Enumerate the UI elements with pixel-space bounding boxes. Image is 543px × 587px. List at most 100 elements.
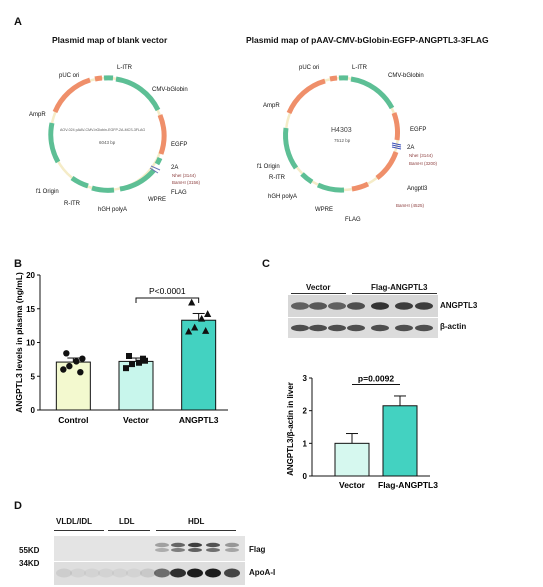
blot-d-flag-band [206, 548, 220, 552]
blot-d-flag-band [225, 542, 239, 548]
fraction-vldl-label: VLDL/IDL [56, 517, 92, 526]
left-label-hgh: hGH polyA [98, 207, 128, 213]
blot-d-apoa-band [224, 568, 240, 578]
blot-c-actin-band [291, 324, 309, 332]
left-label-egfp: EGFP [171, 142, 188, 148]
b-point [140, 355, 146, 362]
b-point [63, 350, 70, 357]
right-label-nhe: NheI (3144) [409, 153, 433, 158]
b-x-tick-label: Control [58, 415, 88, 425]
right-label-cmv: CMV-bGlobin [388, 73, 424, 79]
blot-c-label-actin: β-actin [440, 322, 467, 331]
right-label-angptl3: Angptl3 [407, 186, 428, 192]
left-label-cmv: CMV-bGlobin [152, 87, 188, 93]
c-x-tick-label: Vector [339, 480, 366, 490]
blot-c-angptl3-band [371, 302, 389, 310]
left-center-size: 6043 bp [99, 140, 116, 145]
right-center-name: H4303 [331, 127, 352, 134]
b-y-tick-label: 15 [26, 305, 35, 314]
left-label-flag: FLAG [171, 190, 187, 196]
blot-d-flag-band [171, 542, 185, 548]
b-significance-bracket [135, 297, 200, 303]
b-point [202, 327, 210, 334]
blot-d-apoa-band [70, 568, 86, 578]
c-x-tick-label: Flag-ANGPTL3 [378, 480, 438, 490]
blot-c-group-vector: Vector [306, 283, 331, 292]
blot-c-angptl3-band [415, 302, 433, 310]
fraction-hdl-label: HDL [188, 517, 205, 526]
blot-d-apoa-band [98, 568, 114, 578]
b-point [77, 369, 84, 376]
blot-d-apoa-band [205, 568, 221, 578]
b-x-tick-label: ANGPTL3 [179, 415, 219, 425]
blot-c-angptl3-band [291, 302, 309, 310]
b-point [123, 365, 129, 372]
left-label-ritr: R-ITR [64, 201, 80, 207]
blot-d-apoa-strip [54, 562, 245, 585]
blot-c-vector-line [291, 293, 346, 294]
blot-d-label-apoa: ApoA-I [249, 568, 276, 577]
b-point [126, 353, 132, 359]
right-label-egfp: EGFP [410, 127, 427, 133]
b-bar [181, 319, 217, 411]
b-point [204, 310, 212, 317]
blot-d-apoa-band [140, 568, 156, 578]
blot-d-flag-band [155, 548, 169, 552]
marker-34kd: 34KD [19, 559, 40, 568]
c-y-tick-label: 1 [303, 439, 308, 448]
c-bar [382, 405, 418, 477]
blot-c-actin-band [371, 324, 389, 332]
right-label-puc: pUC ori [299, 65, 320, 71]
b-point [191, 323, 199, 331]
b-point [73, 358, 80, 365]
fraction-vldl-line [54, 530, 104, 531]
blot-c-angptl3-band [395, 302, 413, 310]
left-label-puc: pUC ori [59, 73, 80, 79]
panel-b-letter: B [14, 258, 22, 270]
blot-d-flag-band [206, 542, 220, 548]
plasmid-right-title: Plasmid map of pAAV-CMV-bGlobin-EGFP-ANG… [246, 35, 489, 45]
right-label-2a: 2A [407, 145, 415, 151]
panel-a-letter: A [14, 16, 22, 28]
b-x-tick-label: Vector [123, 415, 150, 425]
blot-d-apoa-band [56, 568, 72, 578]
left-label-nhe: NheI (3144) [172, 173, 196, 178]
c-y-tick-label: 2 [303, 407, 308, 416]
b-point [198, 314, 206, 322]
b-bar [55, 361, 91, 411]
left-label-2a: 2A [171, 165, 179, 171]
blot-d-apoa-band [170, 568, 186, 578]
blot-c-actin-band [328, 324, 346, 332]
c-y-axis-title: ANGPTL3/β-actin in liver [286, 382, 295, 476]
plasmid-left-title: Plasmid map of blank vector [52, 35, 168, 45]
blot-d-flag-band [188, 542, 202, 548]
blot-d-flag-band [155, 542, 169, 548]
left-label-ampr: AmpR [29, 112, 46, 118]
blot-c-actin-band [309, 324, 327, 332]
right-label-f1: f1 Origin [257, 164, 280, 170]
right-label-ampr: AmpR [263, 103, 280, 109]
blot-d-label-flag: Flag [249, 545, 266, 554]
fraction-hdl-line [156, 530, 236, 531]
left-center-name: AOV-024 pAAV-CMV-bGlobin-EGFP-2A-MCS-3FL… [60, 128, 146, 132]
c-y-tick-label: 3 [303, 374, 308, 383]
right-label-hgh: hGH polyA [268, 194, 298, 200]
panel-d-letter: D [14, 500, 22, 512]
blot-d-apoa-band [187, 568, 203, 578]
b-y-tick-label: 5 [31, 372, 36, 381]
blot-d-apoa-band [84, 568, 100, 578]
left-label-litr: L-ITR [117, 65, 132, 71]
b-point [136, 359, 142, 366]
blot-c-angptl3-band [328, 302, 346, 310]
c-pvalue: p=0.0092 [358, 374, 394, 384]
blot-c-actin-band [415, 324, 433, 332]
blot-d-flag-band [171, 548, 185, 552]
b-pvalue: P<0.0001 [149, 286, 186, 296]
fraction-ldl-label: LDL [119, 517, 135, 526]
blot-d-apoa-band [112, 568, 128, 578]
panel-c-letter: C [262, 258, 270, 270]
